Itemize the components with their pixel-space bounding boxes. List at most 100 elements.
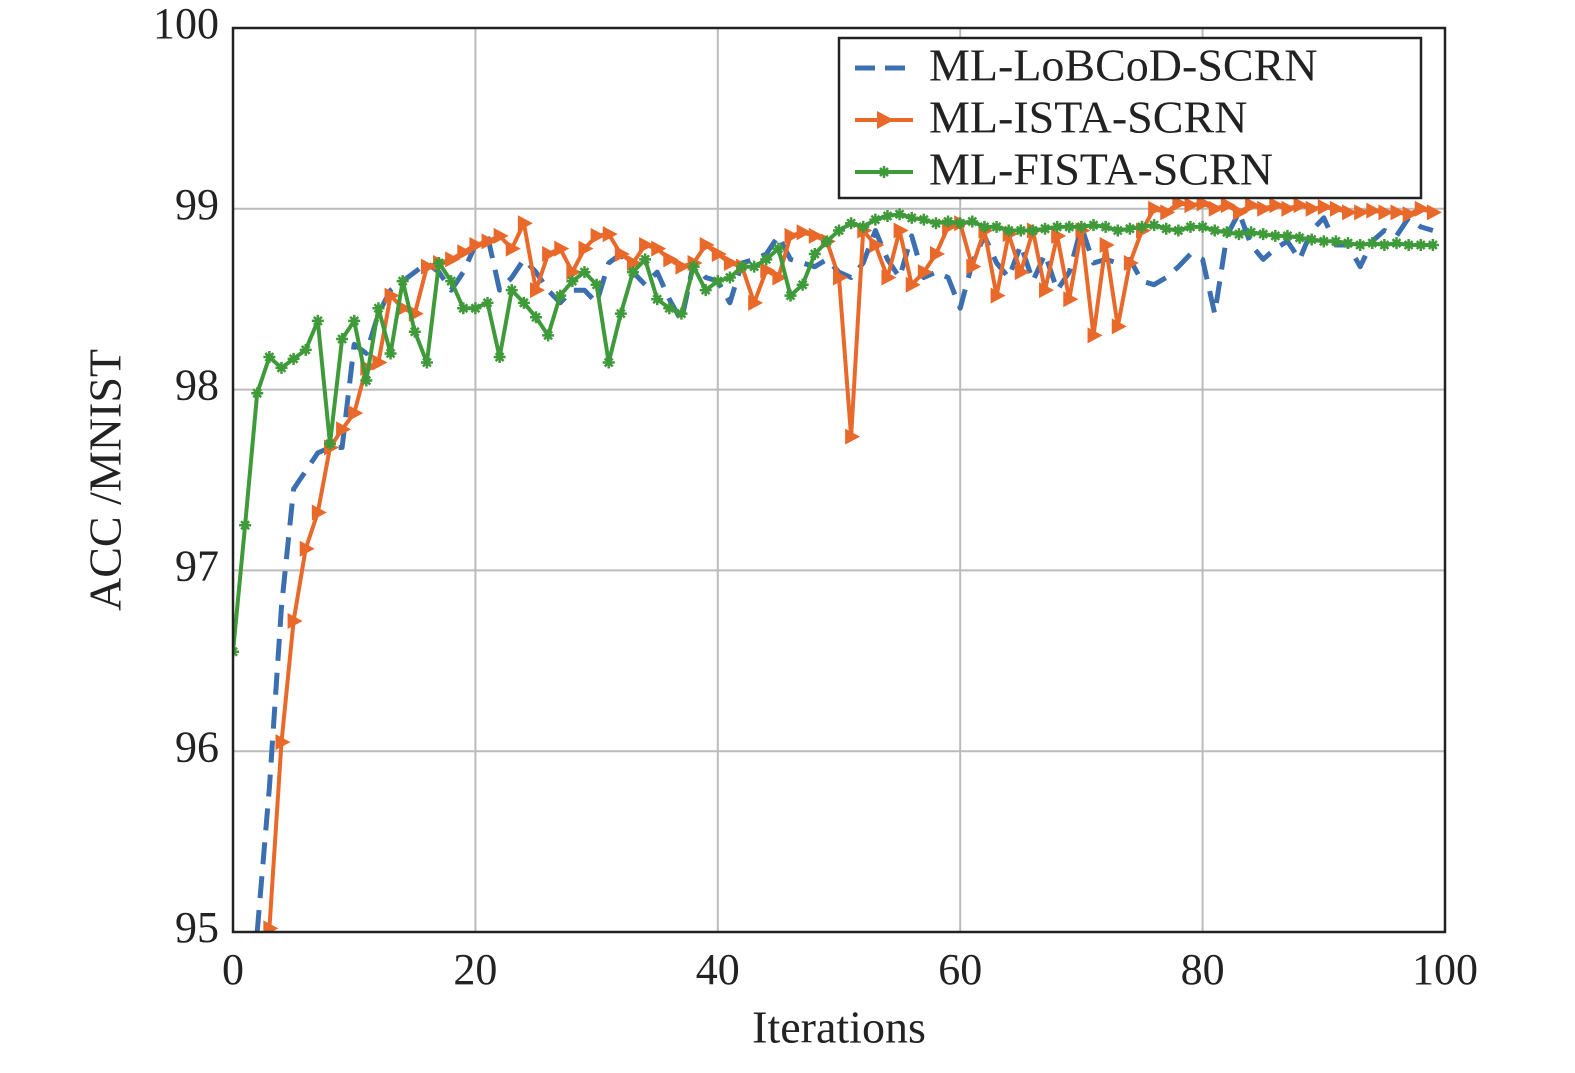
marker	[905, 211, 918, 224]
marker	[1390, 204, 1406, 221]
marker	[760, 262, 776, 279]
marker	[299, 343, 312, 356]
marker	[1208, 200, 1224, 217]
marker	[1329, 235, 1342, 248]
marker	[505, 284, 518, 297]
marker	[796, 278, 809, 291]
marker	[784, 227, 800, 244]
marker	[796, 224, 812, 241]
marker	[384, 287, 400, 304]
marker	[651, 240, 667, 257]
marker	[348, 314, 361, 327]
marker	[566, 264, 582, 281]
marker	[530, 311, 542, 324]
marker	[1099, 220, 1112, 233]
marker	[1172, 224, 1185, 237]
marker	[833, 224, 845, 237]
y-tick-label: 97	[175, 541, 219, 590]
marker	[1402, 238, 1415, 251]
marker	[1002, 224, 1015, 237]
marker	[614, 246, 630, 262]
marker	[1099, 236, 1115, 253]
series-line	[267, 201, 1434, 929]
marker	[1051, 220, 1064, 233]
x-tick-label: 80	[1181, 945, 1225, 994]
marker	[651, 293, 664, 306]
marker	[1257, 228, 1270, 241]
marker	[1390, 237, 1403, 250]
marker	[748, 294, 764, 311]
y-tick-label: 100	[153, 0, 219, 48]
marker	[942, 215, 955, 228]
marker	[433, 257, 446, 270]
marker	[445, 275, 458, 288]
marker	[1123, 222, 1136, 235]
marker	[1269, 197, 1285, 214]
marker	[1196, 220, 1209, 233]
marker	[1087, 327, 1103, 344]
marker	[1414, 200, 1430, 217]
marker	[457, 244, 473, 261]
marker	[1342, 204, 1358, 221]
marker	[1148, 200, 1164, 217]
marker	[1426, 204, 1442, 221]
marker	[1220, 226, 1233, 239]
marker	[1245, 197, 1261, 214]
marker	[1184, 197, 1200, 214]
marker	[348, 405, 364, 422]
legend-marker	[877, 111, 894, 129]
marker	[1293, 231, 1306, 244]
marker	[905, 276, 921, 293]
marker	[408, 325, 421, 338]
marker	[1232, 204, 1248, 221]
marker	[445, 251, 461, 268]
marker	[542, 246, 558, 262]
legend-marker	[878, 166, 890, 178]
marker	[360, 374, 373, 387]
marker	[675, 307, 688, 320]
y-tick-label: 96	[175, 722, 219, 771]
marker	[1160, 204, 1176, 221]
marker	[687, 260, 700, 273]
marker	[493, 227, 509, 244]
marker	[384, 347, 397, 360]
marker	[263, 920, 279, 932]
y-tick-label: 98	[175, 361, 219, 410]
marker	[1342, 237, 1355, 250]
marker	[663, 302, 676, 315]
marker	[723, 255, 739, 272]
marker	[1281, 200, 1297, 217]
marker	[602, 226, 618, 243]
marker	[1269, 229, 1282, 242]
marker	[614, 307, 627, 320]
marker	[481, 296, 494, 309]
marker	[590, 278, 603, 291]
plot-area	[233, 195, 1442, 932]
marker	[299, 540, 315, 557]
marker	[554, 289, 567, 302]
marker	[396, 275, 409, 288]
marker	[723, 271, 736, 284]
marker	[760, 253, 773, 266]
marker	[869, 236, 885, 253]
marker	[699, 284, 712, 297]
marker	[1366, 202, 1382, 219]
marker	[1402, 206, 1418, 223]
y-tick-label: 99	[175, 180, 219, 229]
marker	[469, 236, 485, 253]
marker	[639, 236, 655, 253]
marker	[420, 258, 436, 275]
marker	[1245, 226, 1258, 239]
marker	[699, 236, 715, 253]
marker	[808, 248, 821, 260]
marker	[1354, 238, 1367, 251]
marker	[1293, 197, 1309, 214]
marker	[1063, 220, 1076, 233]
marker	[1426, 238, 1439, 251]
marker	[978, 220, 991, 233]
marker	[336, 332, 349, 345]
marker	[517, 215, 533, 232]
marker	[1232, 228, 1245, 241]
marker	[1196, 195, 1212, 212]
marker	[1184, 220, 1197, 233]
